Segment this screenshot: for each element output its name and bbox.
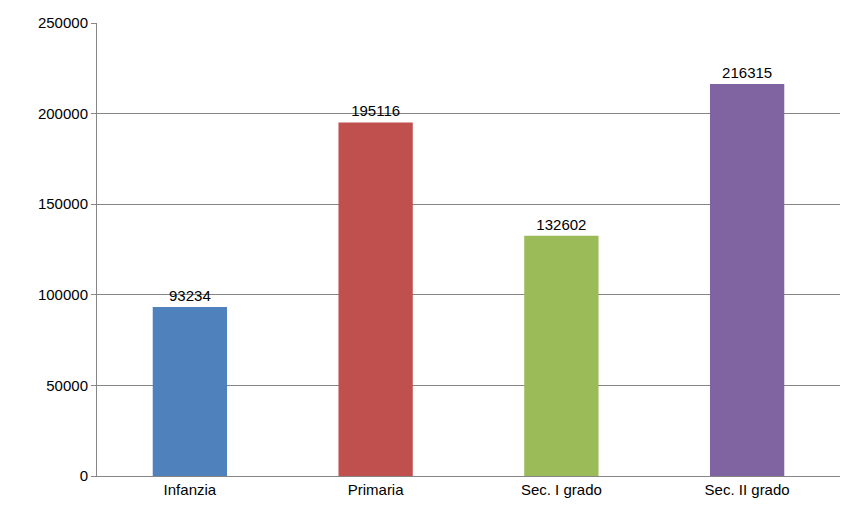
svg-text:0: 0 [80,467,88,484]
svg-text:Sec. II grado: Sec. II grado [705,481,790,498]
svg-text:250000: 250000 [38,14,88,31]
svg-text:93234: 93234 [169,287,211,304]
svg-text:50000: 50000 [46,377,88,394]
svg-text:132602: 132602 [536,216,586,233]
svg-text:Primaria: Primaria [348,481,404,498]
svg-text:100000: 100000 [38,286,88,303]
svg-text:150000: 150000 [38,195,88,212]
svg-text:200000: 200000 [38,105,88,122]
svg-text:195116: 195116 [351,102,400,119]
svg-text:Sec. I grado: Sec. I grado [521,481,602,498]
svg-text:216315: 216315 [722,64,772,81]
svg-text:Infanzia: Infanzia [164,481,217,498]
